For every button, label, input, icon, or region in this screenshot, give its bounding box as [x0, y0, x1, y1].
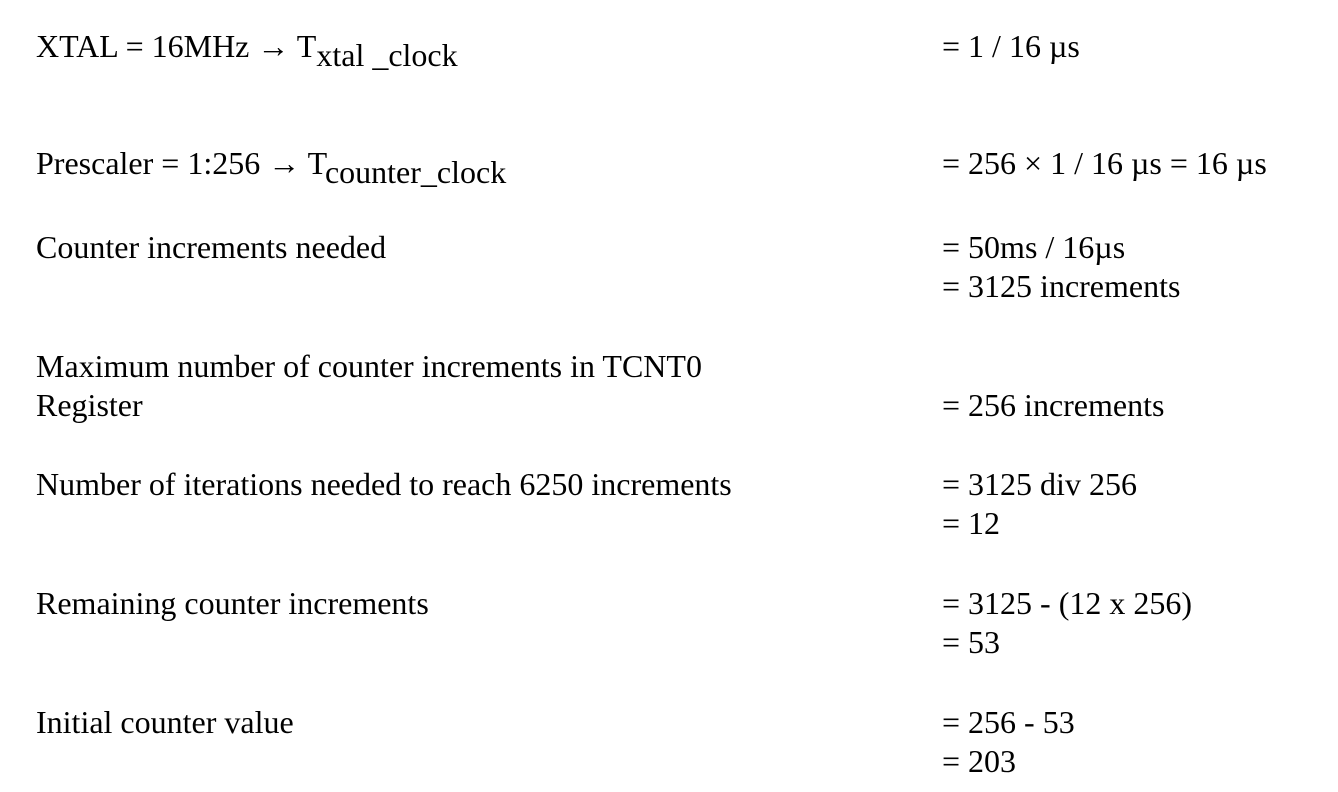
xtal-label-subscript: xtal _clock — [316, 37, 458, 73]
prescaler-label-main: Prescaler = 1:256 → T — [36, 145, 325, 181]
counter-increments-value-1: = 50ms / 16µs — [942, 229, 1126, 265]
remaining-increments-value-2: = 53 — [942, 624, 1001, 660]
prescaler-label: Prescaler = 1:256 → Tcounter_clock — [36, 143, 506, 190]
xtal-value: = 1 / 16 µs — [942, 28, 1080, 64]
initial-counter-value-2: = 203 — [942, 743, 1017, 779]
max-increments-label-line2: Register — [36, 387, 143, 423]
prescaler-value: = 256 × 1 / 16 µs = 16 µs — [942, 145, 1267, 181]
xtal-label-main: XTAL = 16MHz → T — [36, 28, 317, 64]
max-increments-value: = 256 increments — [942, 387, 1165, 423]
prescaler-label-subscript: counter_clock — [324, 154, 507, 190]
iterations-value-2: = 12 — [942, 505, 1001, 541]
counter-increments-value-2: = 3125 increments — [942, 268, 1181, 304]
iterations-label: Number of iterations needed to reach 625… — [36, 466, 732, 502]
xtal-label: XTAL = 16MHz → Txtal _clock — [36, 26, 458, 73]
counter-increments-label: Counter increments needed — [36, 229, 387, 265]
iterations-value-1: = 3125 div 256 — [942, 466, 1137, 502]
remaining-increments-value-1: = 3125 - (12 x 256) — [942, 585, 1193, 621]
initial-counter-value-1: = 256 - 53 — [942, 704, 1075, 740]
remaining-increments-label: Remaining counter increments — [36, 585, 429, 621]
initial-counter-label: Initial counter value — [36, 704, 294, 740]
max-increments-label-line1: Maximum number of counter increments in … — [36, 348, 702, 384]
